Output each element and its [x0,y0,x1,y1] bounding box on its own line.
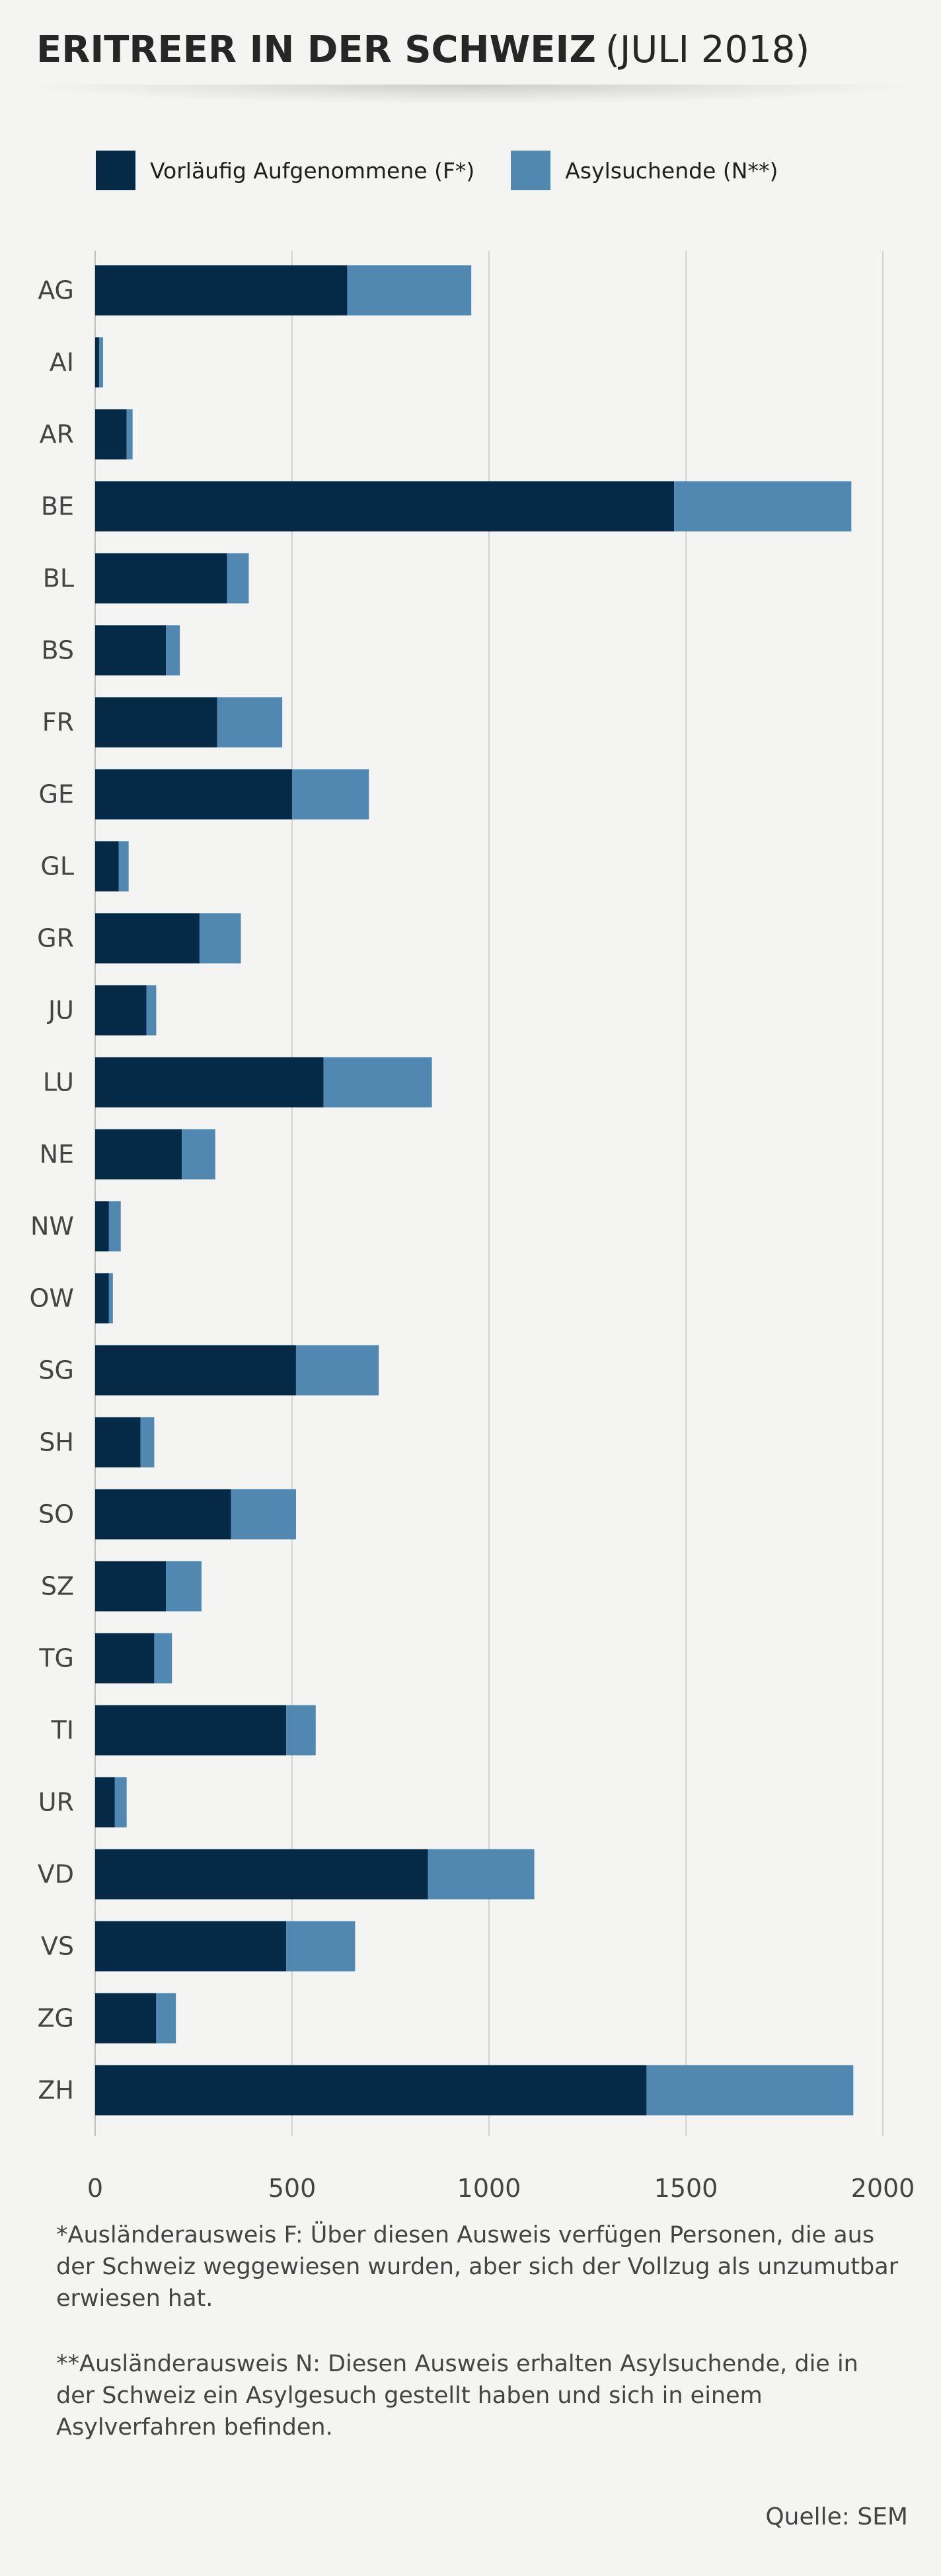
bar-sh-f [95,1417,141,1468]
bar-nw-n [108,1201,121,1252]
category-label: SO [38,1500,74,1529]
category-label: ZG [38,2004,74,2033]
bar-ur-f [95,1777,115,1828]
bar-sz-n [166,1561,202,1612]
bar-zh-n [646,2065,854,2116]
bar-ai-n [98,337,103,388]
category-label: BL [43,564,74,593]
bar-sg-f [95,1345,296,1396]
category-label: VS [41,1932,74,1961]
footnote-n: **Ausländerausweis N: Diesen Ausweis erh… [56,2351,858,2441]
bar-ju-f [95,985,147,1036]
bar-zg-f [95,1993,157,2044]
category-label: AI [50,348,74,377]
bar-ne-f [95,1129,182,1180]
category-label: LU [43,1068,74,1097]
category-label: FR [42,708,74,737]
category-label: SG [38,1356,74,1385]
category-label: BS [41,636,74,665]
legend-label-f: Vorläufig Aufgenommene (F*) [150,157,475,184]
bar-so-f [95,1489,231,1540]
bar-vs-f [95,1921,287,1972]
category-label: SZ [41,1572,74,1601]
bar-gr-n [199,913,241,964]
header-shadow [13,85,928,104]
bar-ar-f [95,409,127,460]
category-label: AG [38,276,74,305]
category-label: JU [47,996,74,1025]
bar-ti-f [95,1705,287,1756]
title-sub: (JULI 2018) [605,28,810,71]
bar-bl-f [95,553,227,604]
bar-ju-n [146,985,157,1036]
bar-fr-n [217,697,283,748]
x-tick-label: 0 [87,2174,103,2200]
bar-gr-f [95,913,200,964]
bar-zh-f [95,2065,647,2116]
category-label: GR [37,924,74,953]
bar-gl-n [118,841,129,892]
footnote-f: *Ausländerausweis F: Über diesen Ausweis… [56,2222,899,2312]
category-label: TG [38,1644,74,1673]
legend-item-f: Vorläufig Aufgenommene (F*) [96,151,474,190]
bar-vd-n [428,1849,535,1900]
category-label: NE [40,1140,74,1169]
x-tick-label: 500 [268,2174,317,2200]
bar-nw-f [95,1201,109,1252]
bar-bs-f [95,625,167,676]
bar-ur-n [114,1777,127,1828]
bar-ow-f [95,1273,109,1324]
category-label: NW [30,1212,74,1241]
title-main: ERITREER IN DER SCHWEIZ [36,28,596,71]
category-label: VD [38,1860,74,1889]
x-tick-label: 1000 [457,2174,521,2200]
bar-sh-n [140,1417,155,1468]
bar-lu-n [323,1057,432,1108]
category-label: OW [30,1284,74,1313]
bar-tg-n [154,1633,172,1684]
bar-ag-f [95,265,348,316]
legend-label-n: Asylsuchende (N**) [565,157,778,184]
category-label: GE [39,780,74,809]
bar-ar-n [126,409,133,460]
bar-lu-f [95,1057,324,1108]
bar-zg-n [156,1993,176,2044]
legend-item-n: Asylsuchende (N**) [511,151,778,190]
header: ERITREER IN DER SCHWEIZ (JULI 2018) [0,0,941,92]
x-tick-label: 2000 [851,2174,915,2200]
bar-ai-f [95,337,99,388]
bar-vd-f [95,1849,428,1900]
bar-bs-n [166,625,180,676]
bar-vs-n [286,1921,356,1972]
bar-fr-f [95,697,217,748]
bar-tg-f [95,1633,155,1684]
bar-be-n [674,481,852,532]
category-label: SH [39,1428,74,1457]
chart-legend: Vorläufig Aufgenommene (F*) Asylsuchende… [96,151,814,190]
category-label: BE [41,492,74,521]
bar-sz-f [95,1561,167,1612]
legend-swatch-f [96,151,135,190]
bar-so-n [231,1489,296,1540]
bar-ge-n [292,769,369,820]
source-note: Quelle: SEM [765,2503,908,2530]
category-label: UR [38,1788,74,1817]
bar-chart: 0 500 1000 1500 2000 AG AI AR BE BL BS FR GE GL GR JU LU… [30,251,915,2200]
bar-ag-n [347,265,472,316]
bar-ti-n [286,1705,316,1756]
bar-ne-n [182,1129,215,1180]
bar-bl-n [227,553,249,604]
x-tick-label: 1500 [654,2174,718,2200]
category-label: ZH [38,2076,74,2105]
page-title: ERITREER IN DER SCHWEIZ (JULI 2018) [36,26,809,74]
category-label: TI [51,1716,74,1745]
bar-ow-n [108,1273,113,1324]
category-label: GL [40,852,74,881]
bar-sg-n [295,1345,379,1396]
bar-ge-f [95,769,292,820]
category-label: AR [40,420,74,449]
bar-gl-f [95,841,119,892]
bar-be-f [95,481,675,532]
legend-swatch-n [511,151,551,190]
